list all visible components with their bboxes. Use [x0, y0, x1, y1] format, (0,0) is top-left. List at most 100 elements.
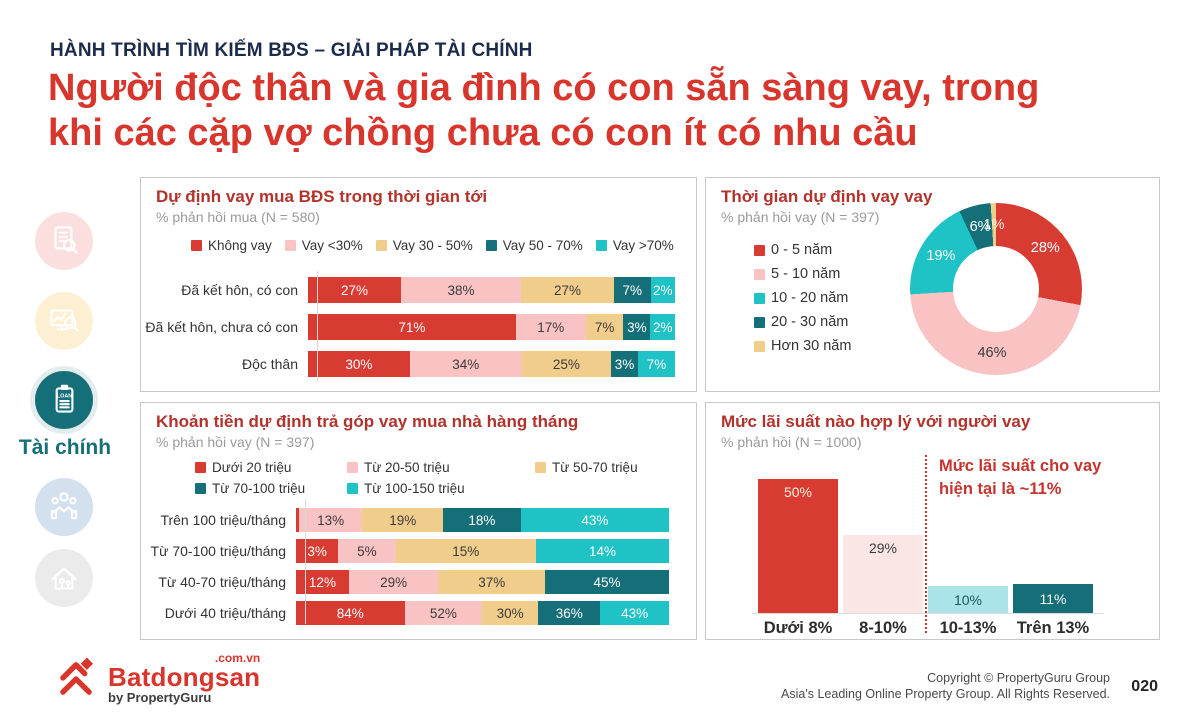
bar-segment: 7%: [638, 351, 675, 377]
category-axis: Dưới 8% 8-10% 10-13% Trên 13%: [758, 619, 1093, 638]
legend-label: 5 - 10 năm: [771, 266, 841, 282]
bar-row: Từ 70-100 triệu/tháng 3% 5% 15% 14%: [141, 539, 696, 563]
bar-segment: 12%: [296, 570, 349, 594]
bar-segment: 5%: [338, 539, 396, 563]
bar-segment: 84%: [296, 601, 405, 625]
bar-row-label: Độc thân: [241, 356, 298, 372]
legend-swatch: [754, 316, 765, 328]
panel-title: Khoản tiền dự định trả góp vay mua nhà h…: [156, 412, 579, 431]
panel-subtitle: % phản hồi vay (N = 397): [721, 209, 880, 225]
bar-segment: 2%: [650, 277, 676, 303]
panel-subtitle: % phản hồi vay (N = 397): [156, 434, 315, 450]
category-label: 10-13%: [939, 619, 997, 637]
bar-column: 29%: [843, 535, 923, 613]
batdongsan-logo: .com.vn Batdongsan by PropertyGuru: [52, 652, 260, 706]
legend-item: Vay 50 - 70%: [485, 238, 583, 253]
legend-item: Từ 100-150 triệu: [347, 481, 535, 496]
annotation-line2: hiện tại là ~11%: [939, 480, 1062, 498]
donut-hole: [953, 246, 1039, 332]
legend-item: Từ 50-70 triệu: [535, 460, 696, 475]
copyright-line2: Asia's Leading Online Property Group. Al…: [781, 687, 1110, 701]
bar-segment: 43%: [520, 508, 669, 532]
copyright: Copyright © PropertyGuru Group Asia's Le…: [781, 670, 1110, 702]
panel-subtitle: % phản hồi mua (N = 580): [156, 209, 320, 225]
donut-slice-label: 1%: [983, 217, 1005, 234]
bar-segment: 30%: [482, 601, 539, 625]
legend-swatch: [347, 483, 358, 494]
legend-swatch: [375, 240, 387, 251]
bar-row-label: Đã kết hôn, chưa có con: [145, 319, 298, 335]
legend-item: Vay >70%: [595, 238, 674, 253]
legend-label: 20 - 30 năm: [771, 314, 849, 330]
bar-row: Đã kết hôn, có con 27% 38% 27% 7% 2%: [141, 277, 696, 303]
bar-segment: 3%: [623, 314, 651, 340]
axis-line: [305, 499, 306, 624]
legend-item: Dưới 20 triệu: [195, 460, 347, 475]
annotation-line1: Mức lãi suất cho vay: [939, 457, 1102, 475]
bar-segment: 52%: [404, 601, 483, 625]
legend-item: 20 - 30 năm: [754, 314, 851, 330]
legend-label: Dưới 20 triệu: [212, 460, 292, 475]
legend: Dưới 20 triệu Từ 20-50 triệu Từ 50-70 triệ…: [195, 460, 696, 496]
bar-segment: 13%: [298, 508, 363, 532]
legend-label: Không vay: [208, 238, 272, 253]
bar-row-label: Dưới 40 triệu/tháng: [164, 605, 286, 621]
legend-swatch: [485, 240, 497, 251]
panel-loan-intention: Dự định vay mua BĐS trong thời gian tới …: [140, 177, 697, 392]
category-label: 8-10%: [859, 619, 907, 637]
online-search-icon[interactable]: [35, 292, 93, 350]
bar-row: Từ 40-70 triệu/tháng 12% 29% 37% 45%: [141, 570, 696, 594]
legend-swatch: [754, 244, 765, 256]
legend-label: 10 - 20 năm: [771, 290, 849, 306]
bar-row-track: 3% 5% 15% 14%: [296, 539, 669, 563]
svg-text:LOAN: LOAN: [57, 393, 72, 399]
page-title-line2: khi các cặp vợ chồng chưa có con ít có n…: [48, 112, 918, 154]
bar-segment: 36%: [538, 601, 601, 625]
axis-line: [317, 271, 318, 381]
bar-row-label: Từ 70-100 triệu/tháng: [150, 543, 286, 559]
panel-title: Mức lãi suất nào hợp lý với người vay: [721, 412, 1031, 431]
document-search-icon[interactable]: [35, 212, 93, 270]
handshake-icon[interactable]: [35, 478, 93, 536]
stacked-bar-chart: Trên 100 triệu/tháng 13% 19% 18% 43% Từ 70-10…: [141, 508, 696, 625]
online-search-glyph: [50, 309, 79, 332]
page-title-line1: Người độc thân và gia đình có con sẵn sà…: [48, 67, 1040, 109]
legend-item: Từ 70-100 triệu: [195, 481, 347, 496]
legend: Không vay Vay <30% Vay 30 - 50% Vay 50 - 70…: [191, 238, 696, 253]
home-family-icon[interactable]: [35, 549, 93, 607]
category-label: Trên 13%: [1016, 619, 1090, 637]
legend-swatch: [195, 483, 206, 494]
legend-label: Vay <30%: [301, 238, 363, 253]
legend-item: Không vay: [191, 238, 272, 253]
document-search-glyph: [54, 226, 78, 254]
legend-swatch: [347, 462, 358, 473]
bar-row: Độc thân 30% 34% 25% 3% 7%: [141, 351, 696, 377]
donut-slice-label: 19%: [926, 248, 956, 265]
bar-row-track: 12% 29% 37% 45%: [296, 570, 669, 594]
bar-segment: 37%: [438, 570, 546, 594]
bar-row-label: Trên 100 triệu/tháng: [160, 512, 286, 528]
legend-label: Từ 70-100 triệu: [212, 481, 306, 496]
legend-swatch: [535, 462, 546, 473]
copyright-line1: Copyright © PropertyGuru Group: [927, 671, 1110, 685]
legend-swatch: [284, 240, 296, 251]
bar-segment: 15%: [395, 539, 537, 563]
home-family-glyph: [51, 567, 77, 590]
bar-row-track: 84% 52% 30% 36% 43%: [296, 601, 670, 625]
bar-row-track: 27% 38% 27% 7% 2%: [308, 277, 676, 303]
bar-segment: 7%: [585, 314, 624, 340]
legend-label: Vay 30 - 50%: [392, 238, 473, 253]
legend-label: Từ 50-70 triệu: [552, 460, 638, 475]
donut-slice-label: 6%: [969, 219, 991, 235]
bar-segment: 17%: [515, 314, 586, 340]
bar-row-track: 30% 34% 25% 3% 7%: [308, 351, 675, 377]
loan-icon[interactable]: LOAN: [35, 371, 93, 429]
bar-segment: 19%: [362, 508, 444, 532]
panel-subtitle: % phản hồi (N = 1000): [721, 434, 862, 450]
bar-segment: 29%: [348, 570, 439, 594]
legend-item: Vay 30 - 50%: [375, 238, 473, 253]
donut-slice-label: 46%: [977, 344, 1007, 361]
legend-item: 0 - 5 năm: [754, 242, 851, 258]
page-title: Người độc thân và gia đình có con sẵn sà…: [48, 66, 1039, 156]
